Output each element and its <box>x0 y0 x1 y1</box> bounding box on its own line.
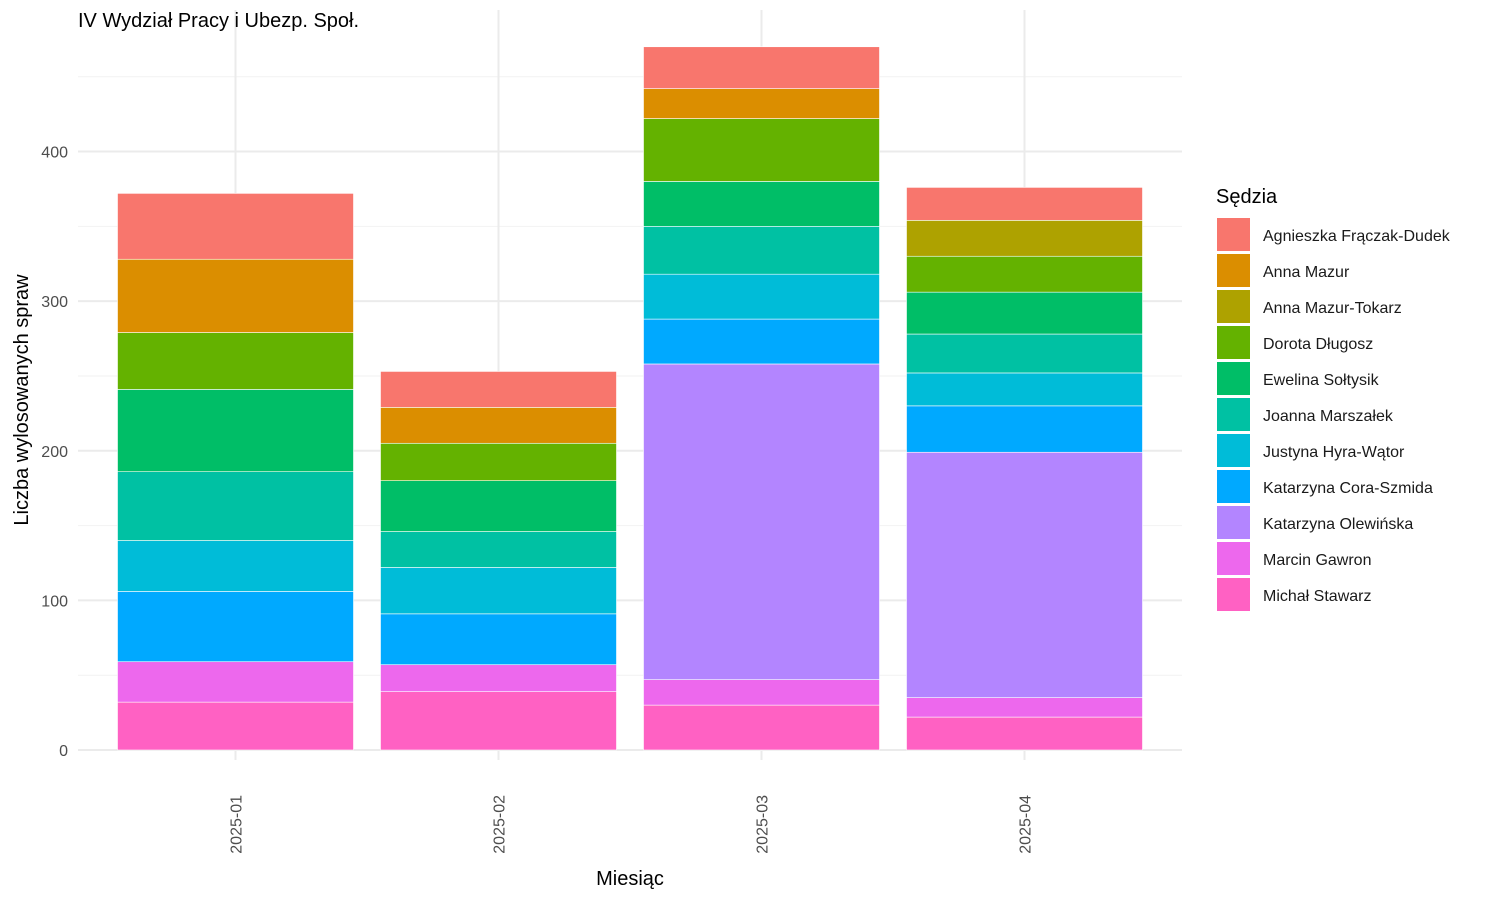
legend-title: Sędzia <box>1216 186 1278 208</box>
legend-key <box>1217 470 1250 503</box>
legend-key <box>1217 362 1250 395</box>
legend-key <box>1217 434 1250 467</box>
bar-segment <box>380 613 617 666</box>
bar-segment <box>906 220 1143 257</box>
bar-segment <box>906 291 1143 335</box>
bar-segment <box>643 273 880 320</box>
bar-segment <box>117 258 354 333</box>
bar-segment <box>380 480 617 532</box>
y-tick-label: 0 <box>59 743 68 760</box>
bar-segment <box>643 88 880 119</box>
bar-segment <box>643 318 880 365</box>
legend-label: Marcin Gawron <box>1263 552 1371 569</box>
bar-segment <box>380 531 617 568</box>
legend: Sędzia Agnieszka Frączak-Dudek Anna Mazur… <box>1216 186 1451 611</box>
bar-segment <box>117 332 354 390</box>
bar-segment <box>380 442 617 481</box>
bar-segment <box>643 46 880 89</box>
legend-label: Justyna Hyra-Wątor <box>1263 444 1405 461</box>
legend-label: Joanna Marszałek <box>1263 408 1394 425</box>
bar-segment <box>906 187 1143 221</box>
x-axis-label: Miesiąc <box>596 868 664 890</box>
legend-label: Ewelina Sołtysik <box>1263 372 1380 389</box>
chart-title: IV Wydział Pracy i Ubezp. Społ. <box>78 10 359 32</box>
bar-segment <box>643 363 880 680</box>
axis-layer: 0 100 200 300 400 2025-01 2025-02 2025-03 2025-0… <box>41 145 1034 854</box>
bar-segment <box>906 405 1143 453</box>
legend-label: Anna Mazur-Tokarz <box>1263 300 1402 317</box>
bar-segment <box>906 255 1143 293</box>
bar-segment <box>380 664 617 692</box>
legend-key <box>1217 542 1250 575</box>
legend-label: Dorota Długosz <box>1263 336 1373 353</box>
bar-segment <box>117 701 354 751</box>
x-tick-label: 2025-01 <box>229 795 246 854</box>
bar-segment <box>380 371 617 408</box>
legend-key <box>1217 398 1250 431</box>
bars-layer <box>117 46 1143 751</box>
bar-segment <box>117 471 354 541</box>
legend-label: Anna Mazur <box>1263 264 1350 281</box>
bar-segment <box>906 697 1143 718</box>
bar-segment <box>117 591 354 663</box>
y-tick-label: 200 <box>41 444 68 461</box>
bar-segment <box>643 704 880 751</box>
legend-label: Agnieszka Frączak-Dudek <box>1263 228 1451 245</box>
x-tick-label: 2025-02 <box>492 795 509 854</box>
legend-label: Michał Stawarz <box>1263 588 1371 605</box>
bar-segment <box>380 567 617 615</box>
legend-key <box>1217 578 1250 611</box>
legend-key <box>1217 326 1250 359</box>
y-tick-label: 300 <box>41 294 68 311</box>
bar-segment <box>380 691 617 751</box>
bar-segment <box>643 679 880 706</box>
bar-segment <box>906 716 1143 751</box>
y-tick-label: 100 <box>41 593 68 610</box>
bar-segment <box>117 389 354 472</box>
bar-segment <box>643 181 880 227</box>
y-axis-label: Liczba wylosowanych spraw <box>11 274 33 526</box>
bar-segment <box>643 226 880 275</box>
bar-segment <box>906 333 1143 374</box>
bar-segment <box>643 118 880 182</box>
legend-label: Katarzyna Olewińska <box>1263 516 1413 533</box>
bar-segment <box>906 451 1143 698</box>
legend-key <box>1217 254 1250 287</box>
legend-label: Katarzyna Cora-Szmida <box>1263 480 1433 497</box>
legend-key <box>1217 290 1250 323</box>
bar-segment <box>117 661 354 703</box>
x-tick-label: 2025-04 <box>1018 795 1035 854</box>
x-tick-label: 2025-03 <box>755 795 772 854</box>
legend-key <box>1217 506 1250 539</box>
legend-key <box>1217 218 1250 251</box>
bar-segment <box>117 193 354 260</box>
y-tick-label: 400 <box>41 145 68 162</box>
bar-segment <box>117 540 354 592</box>
bar-segment <box>380 407 617 444</box>
bar-segment <box>906 372 1143 407</box>
